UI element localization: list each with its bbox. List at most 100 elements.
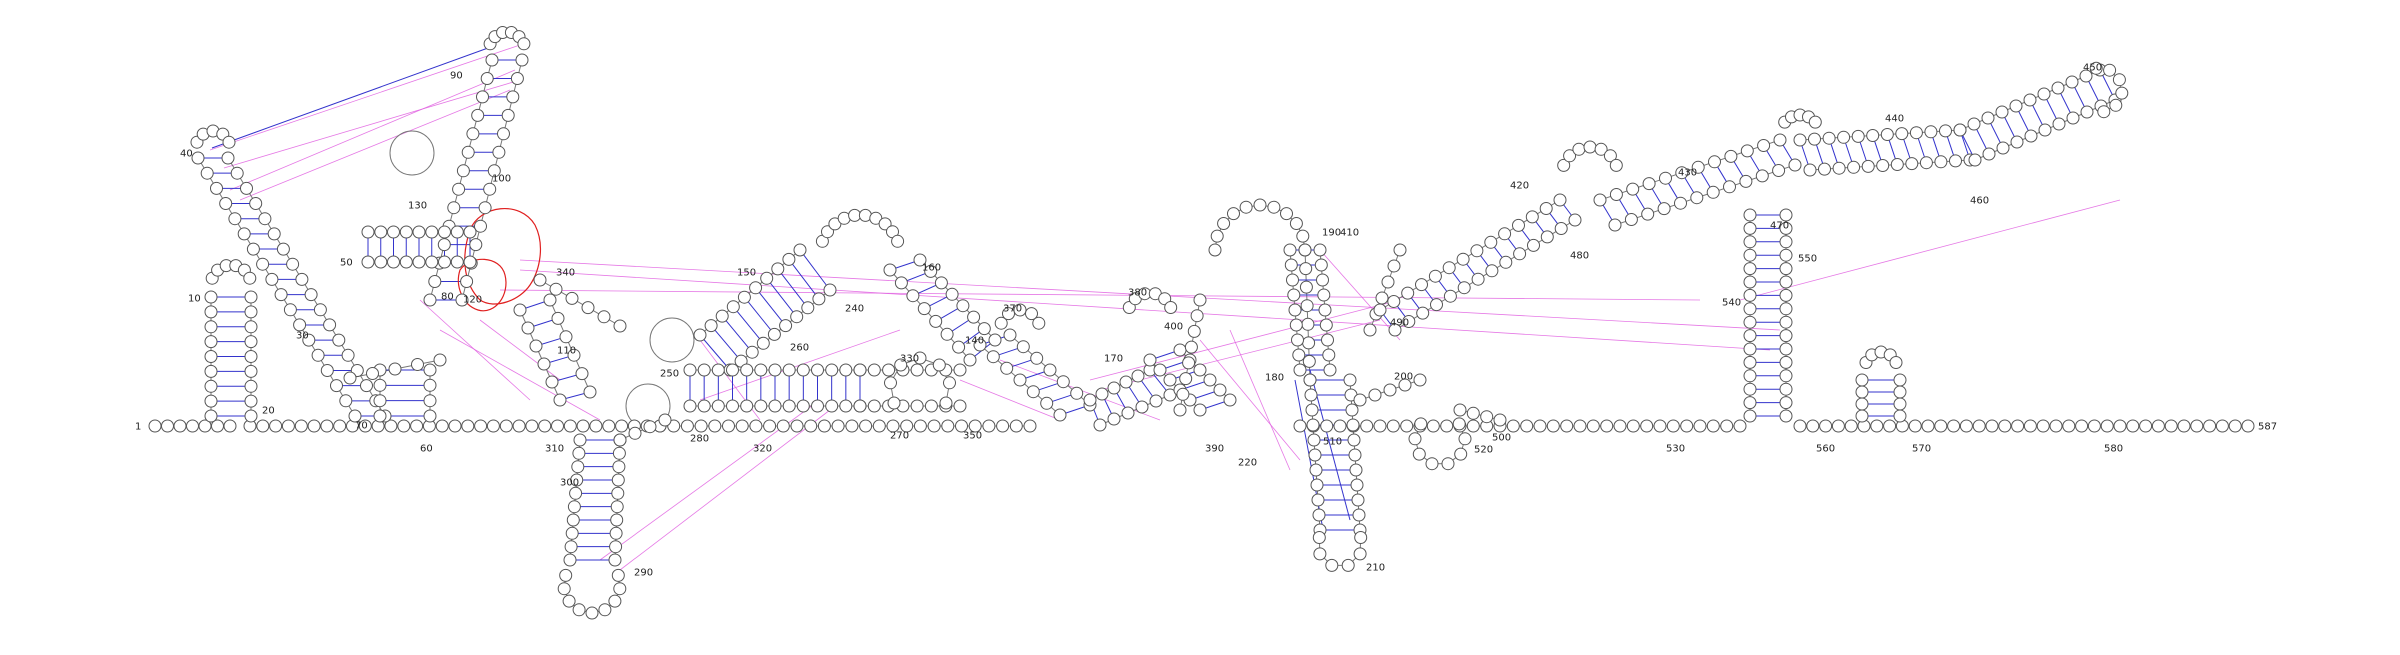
position-label: 410 <box>1340 228 1359 239</box>
base-pair <box>788 259 820 300</box>
nucleotide <box>1314 258 1328 272</box>
nucleotide <box>1193 403 1207 417</box>
pseudoknot-line <box>479 319 561 381</box>
nucleotide <box>1002 307 1015 321</box>
nucleotide <box>768 363 782 377</box>
nucleotide <box>1313 243 1327 257</box>
nucleotide <box>243 271 257 285</box>
nucleotide <box>1298 243 1312 257</box>
nucleotide <box>366 367 379 380</box>
nucleotide <box>307 419 321 433</box>
position-label: 200 <box>1394 372 1413 383</box>
nucleotide <box>1307 433 1321 447</box>
pseudoknot-line <box>1319 249 1401 341</box>
nucleotide <box>1428 269 1442 283</box>
nucleotide <box>683 363 697 377</box>
nucleotide <box>1310 478 1324 492</box>
nucleotide <box>412 255 426 269</box>
nucleotide <box>1657 202 1671 216</box>
nucleotide <box>1995 105 2009 119</box>
nucleotide <box>435 419 449 433</box>
nucleotide <box>1554 222 1568 235</box>
nucleotide <box>428 275 442 288</box>
nucleotide <box>221 151 235 165</box>
nucleotide <box>244 364 258 378</box>
position-label: 10 <box>188 294 201 305</box>
nucleotide <box>612 460 626 474</box>
nucleotide <box>1779 382 1793 396</box>
nucleotide <box>1895 127 1909 141</box>
nucleotide <box>597 310 611 324</box>
nucleotide <box>249 197 263 210</box>
nucleotide <box>1733 419 1747 433</box>
nucleotide <box>1818 162 1831 176</box>
nucleotide <box>1924 125 1938 139</box>
nucleotide <box>1122 301 1136 314</box>
pseudoknot-line <box>1099 319 1381 391</box>
nucleotide <box>1373 419 1387 433</box>
nucleotide <box>564 540 578 554</box>
nucleotide <box>956 299 970 313</box>
nucleotide <box>878 217 892 231</box>
nucleotide <box>1208 243 1222 257</box>
nucleotide <box>1743 208 1757 222</box>
nucleotide <box>1779 302 1793 316</box>
nucleotide <box>559 568 573 582</box>
nucleotide <box>726 363 739 377</box>
nucleotide <box>1609 188 1623 201</box>
nucleotide <box>1832 161 1846 175</box>
nucleotide <box>1323 363 1337 377</box>
nucleotide <box>609 540 623 554</box>
nucleotide <box>1675 166 1689 180</box>
nucleotide <box>1452 417 1466 431</box>
nucleotide <box>839 399 853 413</box>
nucleotide <box>1040 396 1054 410</box>
nucleotide <box>1512 218 1525 232</box>
nucleotide <box>374 255 388 269</box>
nucleotide <box>506 90 520 104</box>
nucleotide <box>1803 163 1817 177</box>
nucleotide <box>466 127 480 141</box>
nucleotide <box>1227 207 1240 221</box>
nucleotide <box>1779 342 1793 356</box>
nucleotide <box>1386 419 1400 433</box>
nucleotide <box>1743 355 1757 369</box>
nucleotide <box>726 300 740 314</box>
nucleotide <box>1706 185 1720 199</box>
nucleotide <box>1624 213 1638 226</box>
nucleotide <box>1457 281 1471 295</box>
nucleotide <box>1316 273 1329 287</box>
nucleotide <box>1413 373 1427 387</box>
nucleotide <box>1557 158 1571 172</box>
nucleotide <box>1373 303 1387 317</box>
nucleotide <box>304 288 318 302</box>
nucleotide <box>825 399 839 413</box>
nucleotide <box>1306 418 1320 432</box>
nucleotide <box>228 212 242 226</box>
nucleotide <box>244 394 258 408</box>
nucleotide <box>438 255 451 269</box>
nucleotide <box>941 419 955 433</box>
pseudoknot-line <box>619 409 831 571</box>
nucleotide <box>1855 397 1869 411</box>
nucleotide <box>1217 217 1231 230</box>
nucleotide <box>859 419 873 433</box>
nucleotide <box>1299 262 1313 276</box>
nucleotide <box>1318 303 1332 317</box>
nucleotide <box>1441 457 1455 471</box>
nucleotide <box>576 419 590 433</box>
nucleotide <box>1107 412 1121 426</box>
nucleotide <box>882 363 896 377</box>
interior-loop <box>389 130 435 176</box>
nucleotide <box>894 358 908 372</box>
nucleotide <box>572 446 586 460</box>
nucleotide <box>801 301 815 315</box>
nucleotide <box>883 263 897 277</box>
nucleotide <box>1121 406 1135 420</box>
nucleotide <box>952 340 966 354</box>
nucleotide <box>2024 129 2038 143</box>
nucleotide <box>1308 448 1322 462</box>
nucleotide <box>891 234 905 248</box>
nucleotide <box>1905 157 1919 171</box>
